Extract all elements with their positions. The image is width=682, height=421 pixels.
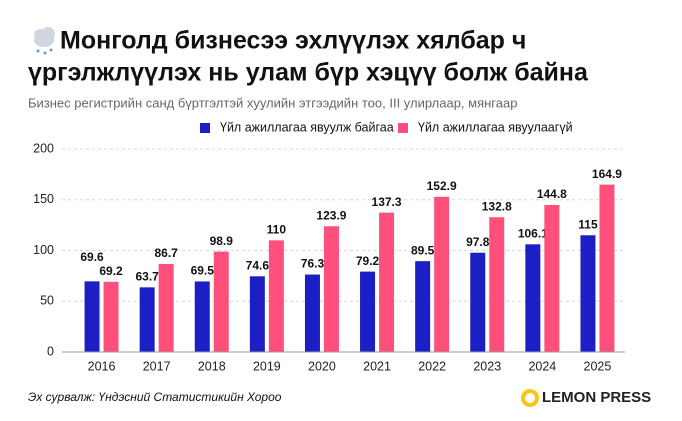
- bar: [379, 212, 395, 352]
- x-tick-label: 2021: [363, 359, 391, 373]
- bar: [360, 271, 376, 352]
- value-label: 89.5: [411, 243, 435, 257]
- bar: [213, 251, 229, 352]
- bar: [544, 205, 560, 352]
- brand: LEMON PRESS: [542, 389, 651, 406]
- bar: [470, 252, 486, 352]
- x-tick-label: 2019: [253, 359, 281, 373]
- value-label: 63.7: [135, 270, 159, 284]
- value-label: 123.9: [316, 208, 346, 222]
- x-tick-label: 2017: [143, 359, 171, 373]
- bar: [249, 276, 265, 352]
- value-label: 144.8: [537, 187, 567, 201]
- legend-swatch: [200, 123, 210, 133]
- bar: [158, 263, 174, 352]
- bar: [103, 281, 119, 352]
- bar: [415, 261, 431, 352]
- x-tick-label: 2018: [198, 359, 226, 373]
- x-tick-label: 2024: [528, 359, 556, 373]
- y-tick-label: 100: [33, 243, 54, 257]
- title-icon: [34, 27, 55, 55]
- legend-label: Үйл ажиллагаа явуулж байгаа: [220, 120, 394, 134]
- value-label: 69.2: [99, 264, 123, 278]
- bar: [434, 196, 450, 352]
- bar: [268, 240, 284, 352]
- bar: [525, 244, 541, 352]
- x-tick-label: 2016: [88, 359, 116, 373]
- x-tick-label: 2023: [473, 359, 501, 373]
- value-label: 86.7: [154, 246, 178, 260]
- bar: [194, 281, 210, 352]
- value-label: 132.8: [482, 199, 512, 213]
- y-tick-label: 50: [40, 294, 54, 308]
- y-tick-label: 150: [33, 192, 54, 206]
- chart-subtitle: Бизнес регистрийн санд бүртгэлтэй хуулий…: [28, 95, 517, 110]
- chart-title: үргэлжлүүлэх нь улам бүр хэцүү болж байн…: [28, 59, 589, 87]
- x-tick-label: 2020: [308, 359, 336, 373]
- value-label: 152.9: [427, 179, 457, 193]
- bar: [599, 184, 615, 352]
- value-label: 164.9: [592, 167, 622, 181]
- chart-title: Монголд бизнесээ эхлүүлэх хялбар ч: [60, 27, 526, 55]
- bar: [139, 287, 155, 352]
- value-label: 76.3: [301, 257, 325, 271]
- value-label: 69.6: [80, 250, 104, 264]
- value-label: 137.3: [372, 195, 402, 209]
- value-label: 69.5: [191, 264, 215, 278]
- bar: [489, 217, 505, 352]
- bar: [304, 274, 320, 352]
- bar: [323, 226, 339, 352]
- value-label: 115: [578, 217, 598, 231]
- bar: [84, 281, 100, 352]
- x-tick-label: 2022: [418, 359, 446, 373]
- value-label: 74.6: [246, 258, 270, 272]
- x-tick-label: 2025: [584, 359, 612, 373]
- value-label: 110: [267, 223, 287, 237]
- value-label: 79.2: [356, 254, 380, 268]
- source: Эх сурвалж: Үндэсний Статистикийн Хороо: [28, 390, 282, 404]
- y-tick-label: 200: [33, 141, 54, 155]
- value-label: 97.8: [466, 235, 490, 249]
- y-tick-label: 0: [47, 344, 54, 358]
- value-label: 98.9: [210, 234, 234, 248]
- legend-swatch: [398, 123, 408, 133]
- bar: [580, 235, 596, 352]
- value-label: 106.1: [518, 226, 548, 240]
- legend-label: Үйл ажиллагаа явуулаагүй: [418, 120, 573, 134]
- brand-logo: [521, 389, 539, 407]
